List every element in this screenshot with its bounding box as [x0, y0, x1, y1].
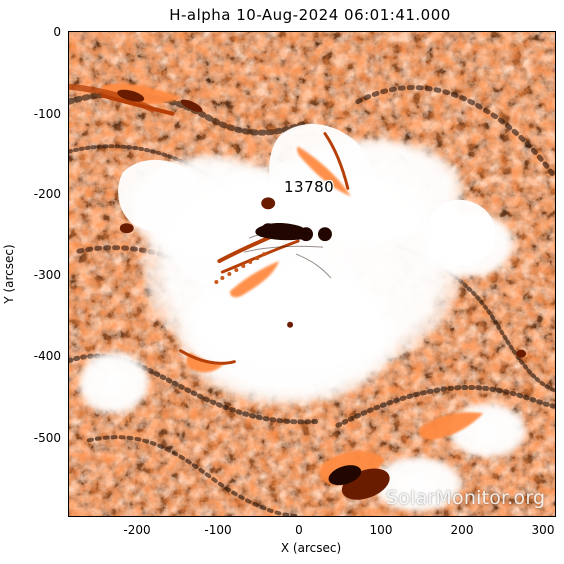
- y-tick-label: 0: [53, 25, 61, 39]
- x-tick-label: 100: [369, 523, 393, 537]
- y-tick-label: -400: [33, 349, 61, 363]
- image-title: H-alpha 10-Aug-2024 06:01:41.000: [169, 6, 451, 24]
- x-tick-label: -200: [123, 523, 151, 537]
- x-tick-label: -100: [204, 523, 232, 537]
- y-tick-label: -300: [33, 268, 61, 282]
- y-tick-label: -200: [33, 187, 61, 201]
- y-tick-label: -500: [33, 431, 61, 445]
- solarmonitor-watermark: SolarMonitor.org: [386, 487, 546, 509]
- x-tick-label: 0: [295, 523, 303, 537]
- x-tick-label: 300: [531, 523, 555, 537]
- halpha-image: [69, 32, 555, 516]
- active-region-label: 13780: [284, 178, 335, 196]
- halpha-image-panel: [68, 31, 556, 517]
- y-tick-label: -100: [33, 107, 61, 121]
- x-axis-label: X (arcsec): [280, 541, 342, 555]
- y-axis-label: Y (arcsec): [2, 244, 16, 304]
- x-tick-label: 200: [450, 523, 474, 537]
